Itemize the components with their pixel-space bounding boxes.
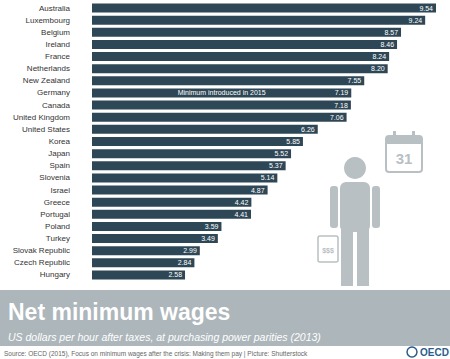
svg-text:Slovak Republic: Slovak Republic [13,246,70,255]
svg-text:Spain: Spain [50,161,70,170]
svg-text:$$$: $$$ [322,247,334,255]
svg-text:31: 31 [396,150,413,167]
svg-text:7.18: 7.18 [334,102,348,109]
svg-text:8.46: 8.46 [380,41,394,48]
svg-text:Luxembourg: Luxembourg [26,16,70,25]
svg-text:9.24: 9.24 [409,17,423,24]
svg-text:3.49: 3.49 [201,235,215,242]
svg-text:United States: United States [22,125,70,134]
svg-text:Australia: Australia [39,4,71,13]
svg-text:Israel: Israel [50,186,70,195]
svg-text:OECD: OECD [420,347,449,358]
svg-text:8.20: 8.20 [371,65,385,72]
svg-text:Poland: Poland [45,222,70,231]
svg-text:United Kingdom: United Kingdom [13,113,70,122]
svg-text:6.26: 6.26 [301,126,315,133]
svg-text:5.85: 5.85 [286,138,300,145]
svg-text:US dollars per hour after taxe: US dollars per hour after taxes, at purc… [8,331,321,343]
svg-text:8.24: 8.24 [372,53,386,60]
svg-text:2.84: 2.84 [178,259,192,266]
svg-text:Slovenia: Slovenia [39,173,70,182]
svg-text:Ireland: Ireland [46,40,70,49]
svg-text:Japan: Japan [48,149,70,158]
svg-text:Germany: Germany [37,88,70,97]
svg-text:Net minimum wages: Net minimum wages [8,299,230,325]
svg-text:4.42: 4.42 [235,199,249,206]
svg-text:Belgium: Belgium [41,28,70,37]
svg-text:Portugal: Portugal [40,210,70,219]
svg-text:7.06: 7.06 [330,114,344,121]
svg-text:Korea: Korea [49,137,71,146]
svg-text:3.59: 3.59 [205,223,219,230]
svg-text:Greece: Greece [44,198,71,207]
svg-text:France: France [45,52,70,61]
svg-text:2.99: 2.99 [183,247,197,254]
svg-text:Czech Republic: Czech Republic [14,258,70,267]
svg-text:4.41: 4.41 [234,211,248,218]
svg-text:New Zealand: New Zealand [23,76,70,85]
svg-text:4.87: 4.87 [251,187,265,194]
svg-text:5.37: 5.37 [269,162,283,169]
svg-text:7.19: 7.19 [335,89,349,96]
svg-text:5.52: 5.52 [274,150,288,157]
svg-text:7.55: 7.55 [348,77,362,84]
svg-text:8.57: 8.57 [384,29,398,36]
svg-text:Turkey: Turkey [46,234,70,243]
svg-text:Source: OECD (2015), Focus on: Source: OECD (2015), Focus on minimum wa… [4,350,308,358]
svg-text:Minimum introduced in 2015: Minimum introduced in 2015 [178,89,266,96]
svg-text:Netherlands: Netherlands [27,64,70,73]
svg-text:9.54: 9.54 [419,5,433,12]
svg-text:Canada: Canada [42,101,71,110]
svg-text:2.58: 2.58 [168,271,182,278]
svg-text:5.14: 5.14 [261,174,275,181]
svg-text:Hungary: Hungary [40,270,70,279]
